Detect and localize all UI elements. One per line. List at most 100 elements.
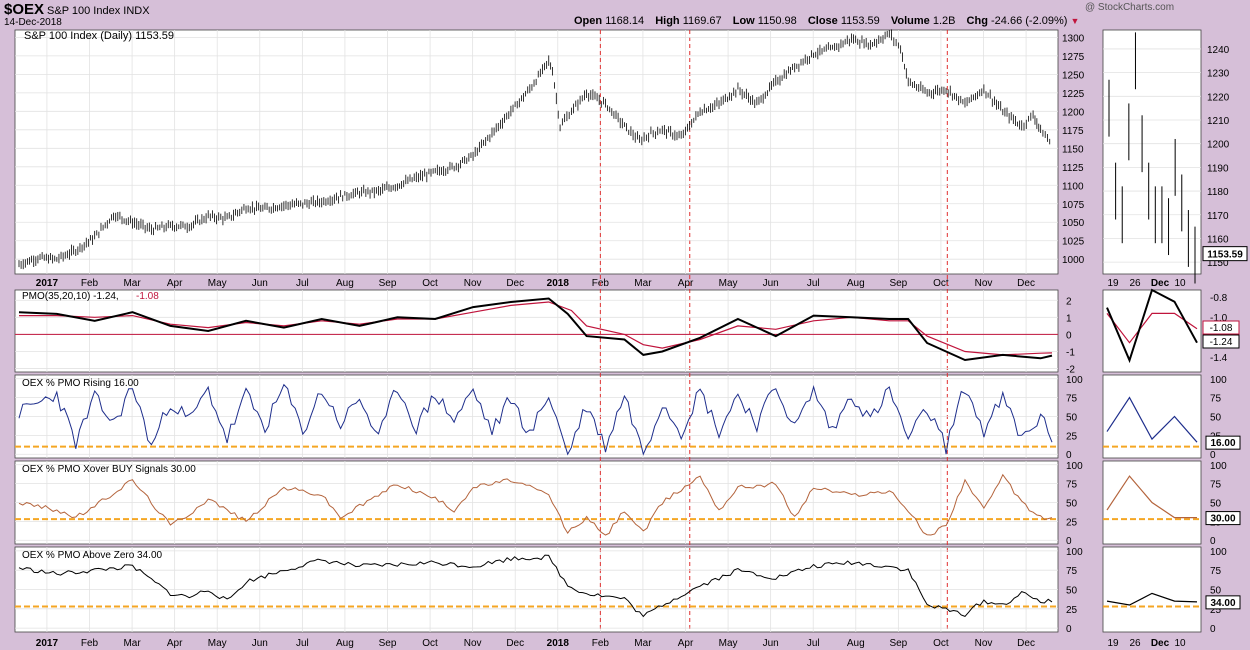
- x-tick-label: Jul: [807, 638, 820, 649]
- x-tick-label: Aug: [336, 638, 354, 649]
- open-label: Open: [574, 15, 603, 27]
- y-tick-label: 0: [1066, 624, 1072, 635]
- series-line-2: [18, 383, 1053, 456]
- chart-header: $OEX S&P 100 Index INDX 14-Dec-2018 Open …: [0, 0, 1250, 30]
- y-tick-label: 2: [1066, 296, 1072, 307]
- y-tick-label: 1250: [1062, 70, 1085, 81]
- zoom-panel-frame-2: [1102, 374, 1202, 459]
- pmo-signal-last-label: -1.08: [1210, 323, 1233, 334]
- triangle-down-icon: ▼: [1070, 16, 1080, 26]
- zoom-y-tick-label: 75: [1210, 394, 1222, 405]
- zoom-y-tick-label: 75: [1210, 566, 1222, 577]
- x-tick-label: Apr: [167, 638, 183, 649]
- zoom-y-tick-label: 1200: [1207, 140, 1230, 151]
- pmo-signal-line: [19, 301, 1053, 356]
- y-tick-label: 100: [1066, 375, 1083, 386]
- zoom-y-tick-label: 75: [1210, 480, 1222, 491]
- y-tick-label: 25: [1066, 517, 1078, 528]
- zoom-pmo-line: [1106, 288, 1198, 364]
- y-tick-label: 1050: [1062, 218, 1085, 229]
- y-tick-label: 75: [1066, 566, 1078, 577]
- x-tick-label: 2017: [36, 638, 59, 649]
- panel-frame-0: [14, 29, 1059, 275]
- x-tick-label: Apr: [678, 638, 694, 649]
- panel-frame-1: [14, 289, 1059, 373]
- last-value-box: [1205, 595, 1241, 610]
- x-tick-label: May: [719, 278, 738, 289]
- last-price-label: 1153.59: [1207, 250, 1243, 261]
- x-tick-label: Jun: [763, 638, 779, 649]
- last-value-label: 30.00: [1210, 514, 1235, 525]
- x-tick-label: Sep: [889, 638, 907, 649]
- x-tick-label: 2018: [547, 638, 570, 649]
- zoom-x-tick-label: 10: [1174, 638, 1186, 649]
- x-tick-label: Mar: [123, 278, 141, 289]
- y-tick-label: -2: [1066, 365, 1075, 376]
- zoom-y-tick-label: -1.0: [1210, 313, 1228, 324]
- zoom-x-tick-label: 10: [1174, 278, 1186, 289]
- price-panel-title: S&P 100 Index (Daily) 1153.59: [24, 30, 174, 42]
- zoom-y-tick-label: 0: [1210, 624, 1216, 635]
- credit: @ StockCharts.com: [1085, 2, 1175, 13]
- x-tick-label: Oct: [422, 638, 438, 649]
- y-tick-label: 1100: [1062, 181, 1084, 192]
- zoom-y-tick-label: -1.4: [1210, 353, 1228, 364]
- y-tick-label: 1200: [1062, 107, 1085, 118]
- close-value: 1153.59: [840, 15, 880, 27]
- indicator-panel-title: OEX % PMO Above Zero 34.00: [22, 550, 163, 561]
- volume-value: 1.2B: [932, 15, 956, 27]
- zoom-y-tick-label: 1210: [1207, 116, 1230, 127]
- open-value: 1168.14: [605, 15, 645, 27]
- x-tick-label: Feb: [81, 638, 99, 649]
- zoom-panel-frame-4: [1102, 546, 1202, 633]
- chg-label: Chg: [966, 15, 988, 27]
- y-tick-label: 1025: [1062, 237, 1085, 248]
- x-tick-label: Jun: [252, 638, 268, 649]
- x-tick-label: Apr: [678, 278, 694, 289]
- volume-label: Volume: [890, 15, 930, 27]
- x-tick-label: Aug: [847, 278, 865, 289]
- y-tick-label: 75: [1066, 394, 1078, 405]
- y-tick-label: 50: [1066, 499, 1078, 510]
- zoom-panel-frame-1: [1102, 289, 1202, 373]
- x-tick-label: Dec: [506, 638, 524, 649]
- zoom-y-tick-label: 1230: [1207, 69, 1230, 80]
- quote-bar: Open 1168.14 High 1169.67 Low 1150.98 Cl…: [574, 15, 1079, 27]
- zoom-y-tick-label: 0: [1210, 450, 1216, 461]
- last-value-box: [1205, 435, 1241, 450]
- close-label: Close: [807, 15, 838, 27]
- zoom-x-tick-label: 26: [1129, 278, 1141, 289]
- pmo-line: [18, 297, 1053, 362]
- x-tick-label: Apr: [167, 278, 183, 289]
- zoom-y-tick-label: 1170: [1207, 211, 1229, 222]
- x-tick-label: 2018: [547, 278, 570, 289]
- y-tick-label: 1075: [1062, 200, 1085, 211]
- zoom-y-tick-label: 1220: [1207, 92, 1230, 103]
- x-tick-label: Dec: [506, 278, 524, 289]
- x-tick-label: Jul: [296, 638, 309, 649]
- pmo-signal-last-box: [1202, 320, 1240, 335]
- x-tick-label: Sep: [889, 278, 907, 289]
- x-tick-label: Nov: [975, 278, 993, 289]
- zoom-y-tick-label: 100: [1210, 375, 1227, 386]
- high-label: High: [655, 15, 680, 27]
- x-tick-label: Sep: [379, 278, 397, 289]
- y-tick-label: 1300: [1062, 33, 1085, 44]
- x-tick-label: Aug: [336, 278, 354, 289]
- zoom-y-tick-label: 1160: [1207, 234, 1229, 245]
- x-tick-label: May: [208, 278, 227, 289]
- pmo-panel-title: PMO(35,20,10) -1.24,: [22, 291, 119, 302]
- x-tick-label: Feb: [81, 278, 99, 289]
- zoom-y-tick-label: 1150: [1207, 258, 1229, 269]
- zoom-x-tick-label: Dec: [1151, 278, 1170, 289]
- pmo-last-label: -1.24: [1210, 337, 1233, 348]
- zoom-y-tick-label: -0.8: [1210, 293, 1228, 304]
- zoom-y-tick-label: 100: [1210, 547, 1227, 558]
- index-name: S&P 100 Index INDX: [47, 5, 150, 17]
- low-label: Low: [732, 15, 755, 27]
- zoom-y-tick-label: 50: [1210, 499, 1222, 510]
- chg-value: -24.66 (-2.09%): [991, 15, 1068, 27]
- y-tick-label: 25: [1066, 431, 1078, 442]
- x-tick-label: Jul: [296, 278, 309, 289]
- x-tick-label: Nov: [464, 638, 482, 649]
